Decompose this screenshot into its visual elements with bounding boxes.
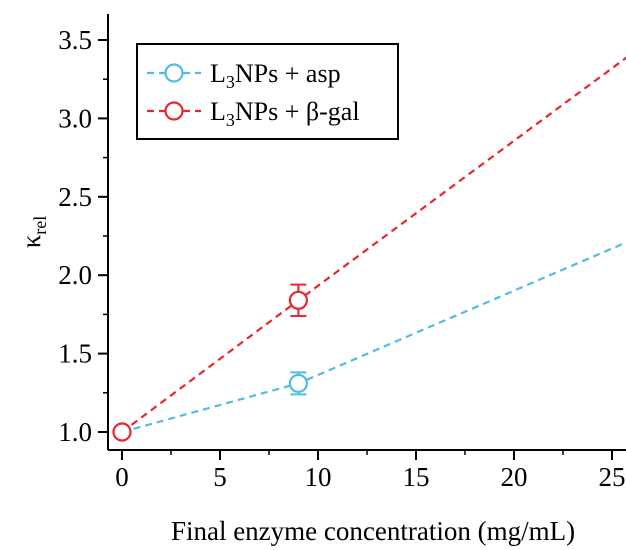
- legend-label-rest: NPs + asp: [235, 59, 341, 88]
- legend-label: L3NPs + asp: [210, 59, 341, 92]
- y-tick-label: 3.0: [58, 103, 92, 133]
- y-tick-label: 2.5: [58, 182, 92, 212]
- data-point: [112, 422, 132, 442]
- legend-label-sub: 3: [226, 72, 235, 92]
- data-point: [288, 290, 308, 310]
- y-axis-title-group: κrel: [16, 216, 50, 249]
- legend-label: L3NPs + β-gal: [210, 97, 360, 130]
- x-tick-label: 15: [403, 462, 430, 492]
- x-tick-label: 10: [305, 462, 332, 492]
- y-axis-title-sub: rel: [30, 216, 50, 235]
- x-tick-label: 25: [599, 462, 626, 492]
- y-axis-title: κrel: [16, 216, 50, 249]
- y-axis-title-main: κ: [16, 234, 46, 248]
- legend-label-rest: NPs + β-gal: [235, 97, 360, 126]
- legend-marker: [164, 101, 184, 121]
- x-axis-title: Final enzyme concentration (mg/mL): [171, 516, 575, 546]
- legend-label-main: L: [210, 59, 226, 88]
- x-tick-label: 5: [213, 462, 227, 492]
- x-tick-label: 20: [501, 462, 528, 492]
- x-tick-label: 0: [115, 462, 129, 492]
- y-tick-label: 3.5: [58, 25, 92, 55]
- y-ticks: 1.0 1.5 2.0 2.5 3.0 3.5: [58, 25, 108, 447]
- x-ticks: 0 5 10 15 20 25: [115, 450, 626, 492]
- legend-label-sub: 3: [226, 110, 235, 130]
- series-1: [112, 241, 626, 442]
- series-layer: [112, 56, 626, 442]
- y-tick-label: 1.5: [58, 339, 92, 369]
- y-tick-label: 1.0: [58, 417, 92, 447]
- legend-box: [136, 43, 399, 140]
- data-point: [288, 373, 308, 393]
- legend-label-main: L: [210, 97, 226, 126]
- series-line: [121, 241, 626, 434]
- series-2: [112, 56, 626, 442]
- y-tick-label: 2.0: [58, 260, 92, 290]
- legend-marker: [164, 63, 184, 83]
